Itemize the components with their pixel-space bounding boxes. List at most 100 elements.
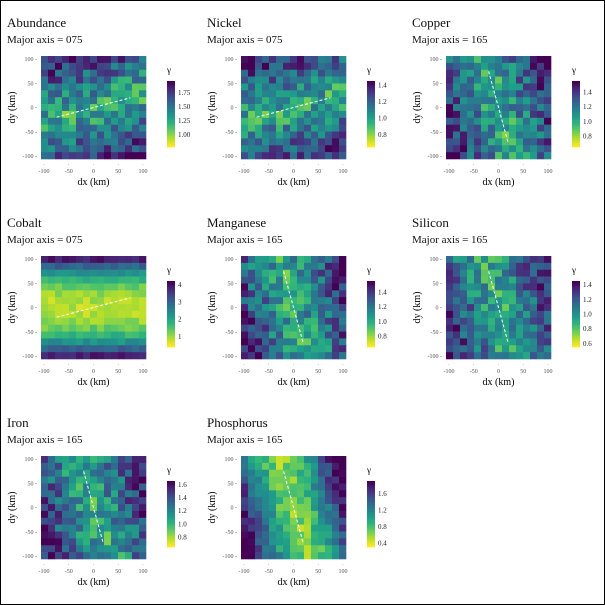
heatmap-cell bbox=[90, 462, 98, 471]
heatmap-cell bbox=[118, 462, 126, 471]
heatmap-cell bbox=[97, 152, 105, 160]
heatmap-cell bbox=[269, 476, 277, 484]
colorbar-segment bbox=[167, 127, 175, 130]
heatmap-cell bbox=[269, 510, 277, 519]
heatmap-cell bbox=[304, 510, 312, 519]
heatmap-cell bbox=[48, 462, 56, 471]
heatmap-cell bbox=[76, 124, 84, 132]
heatmap-cell bbox=[111, 62, 119, 71]
heatmap-cell bbox=[516, 97, 524, 105]
heatmap-cell bbox=[132, 483, 140, 491]
heatmap-cell bbox=[304, 110, 312, 119]
heatmap-cell bbox=[132, 338, 140, 346]
heatmap-cell bbox=[90, 256, 98, 264]
heatmap-cell bbox=[48, 69, 56, 77]
heatmap-cell bbox=[318, 256, 326, 264]
colorbar-segment bbox=[572, 140, 580, 143]
heatmap-cell bbox=[332, 531, 340, 539]
heatmap-cell bbox=[69, 490, 77, 498]
heatmap-cell bbox=[104, 317, 112, 325]
x-tick-mark: ˑ bbox=[142, 564, 143, 569]
colorbar-segment bbox=[367, 481, 375, 484]
heatmap-cell bbox=[241, 131, 249, 139]
y-tick-label: -100 - bbox=[23, 154, 38, 160]
heatmap-cell bbox=[474, 297, 482, 305]
heatmap-cell bbox=[495, 131, 503, 139]
heatmap-cell bbox=[318, 269, 326, 277]
heatmap-cell bbox=[55, 517, 63, 525]
heatmap-cell bbox=[509, 138, 517, 146]
heatmap-cell bbox=[304, 462, 312, 471]
heatmap-cell bbox=[139, 310, 147, 319]
heatmap-cell bbox=[248, 56, 256, 64]
colorbar-segment bbox=[167, 303, 175, 306]
heatmap-cell bbox=[516, 338, 524, 346]
heatmap-cell bbox=[523, 338, 531, 346]
heatmap-cell bbox=[139, 131, 147, 139]
heatmap-cell bbox=[283, 117, 291, 125]
heatmap-cell bbox=[139, 352, 147, 360]
heatmap-cell bbox=[76, 145, 84, 153]
heatmap-cell bbox=[41, 531, 49, 539]
heatmap-cell bbox=[111, 124, 119, 132]
heatmap-cell bbox=[125, 338, 133, 346]
colorbar-segment bbox=[167, 118, 175, 121]
heatmap-cell bbox=[255, 538, 263, 546]
heatmap-cell bbox=[488, 138, 496, 146]
heatmap-cell bbox=[325, 83, 333, 91]
heatmap-cell bbox=[474, 331, 482, 339]
heatmap-cell bbox=[41, 497, 49, 505]
heatmap-cell bbox=[297, 317, 305, 325]
heatmap-cell bbox=[460, 283, 468, 291]
colorbar-segment bbox=[167, 320, 175, 324]
y-tick-label: 100 - bbox=[25, 257, 38, 263]
heatmap-cell bbox=[276, 138, 284, 146]
heatmap-cell bbox=[297, 104, 305, 112]
heatmap-cell bbox=[537, 62, 545, 71]
heatmap-cell bbox=[495, 83, 503, 91]
heatmap-cell bbox=[283, 297, 291, 305]
heatmap-cell bbox=[111, 276, 119, 284]
heatmap-cell bbox=[523, 110, 531, 119]
heatmap-cell bbox=[537, 345, 545, 353]
heatmap-cell bbox=[97, 283, 105, 291]
heatmap-cell bbox=[304, 152, 312, 160]
heatmap-cell bbox=[446, 304, 454, 312]
colorbar-segment bbox=[167, 494, 175, 497]
y-tick-label: 50 - bbox=[433, 81, 443, 87]
heatmap-cell bbox=[48, 510, 56, 519]
heatmap-cell bbox=[318, 124, 326, 132]
heatmap-plot: 100 -50 -0 --50 --100 -ˑ-100ˑ-50ˑ0ˑ50ˑ10… bbox=[7, 256, 182, 388]
heatmap-cell bbox=[311, 110, 319, 119]
heatmap-cell bbox=[111, 283, 119, 291]
colorbar-segment bbox=[367, 309, 375, 313]
heatmap-cell bbox=[339, 531, 347, 539]
heatmap-cell bbox=[269, 497, 277, 505]
heatmap-cell bbox=[97, 138, 105, 146]
heatmap-cell bbox=[69, 531, 77, 539]
heatmap-cell bbox=[139, 483, 147, 491]
heatmap-cell bbox=[325, 476, 333, 484]
colorbar-segment bbox=[367, 100, 375, 104]
panel-title: Nickel bbox=[207, 15, 242, 30]
heatmap-cell bbox=[460, 83, 468, 91]
heatmap-cell bbox=[262, 62, 270, 71]
heatmap-cell bbox=[41, 131, 49, 139]
heatmap-cell bbox=[297, 117, 305, 125]
heatmap-cell bbox=[530, 338, 538, 346]
heatmap-cell bbox=[48, 276, 56, 284]
heatmap-cell bbox=[495, 76, 503, 84]
heatmap-cell bbox=[241, 69, 249, 77]
heatmap-cell bbox=[523, 56, 531, 64]
heatmap-cell bbox=[55, 152, 63, 160]
colorbar-segment bbox=[572, 285, 580, 288]
heatmap-cell bbox=[283, 324, 291, 332]
heatmap-cell bbox=[318, 456, 326, 464]
heatmap-cell bbox=[132, 138, 140, 146]
heatmap-cell bbox=[325, 104, 333, 112]
heatmap-cell bbox=[318, 531, 326, 539]
x-tick-label: 100 bbox=[139, 569, 148, 575]
heatmap-cell bbox=[332, 97, 340, 105]
heatmap-cell bbox=[276, 83, 284, 91]
y-axis-label: dy (km) bbox=[207, 492, 218, 524]
